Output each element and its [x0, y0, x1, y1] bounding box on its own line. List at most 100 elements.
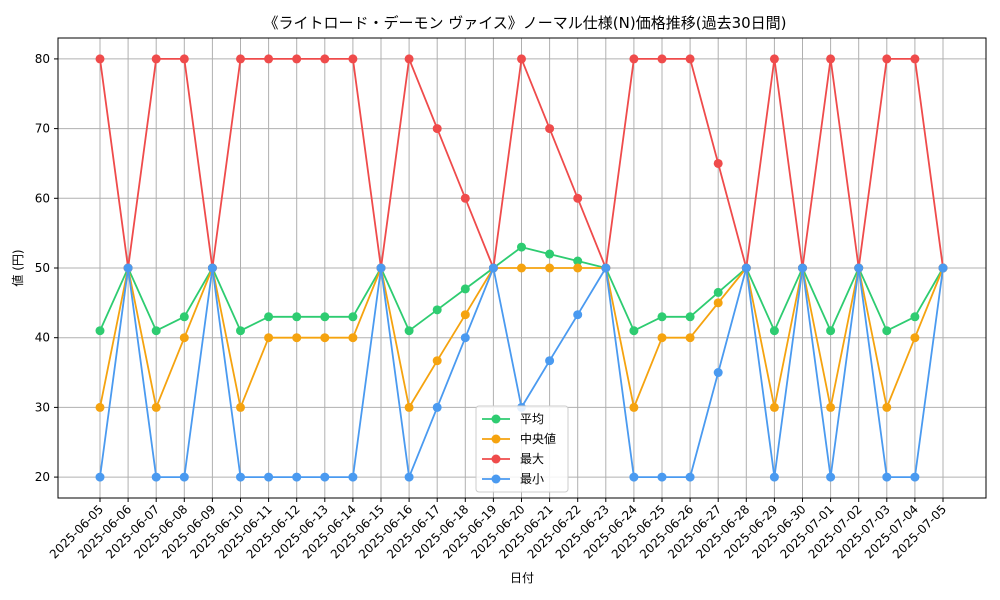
y-tick-label: 70	[35, 122, 50, 136]
data-point	[432, 402, 442, 412]
series-layer	[95, 54, 948, 482]
data-point	[713, 158, 723, 168]
data-point	[545, 124, 555, 134]
y-tick-label: 30	[35, 400, 50, 414]
data-point	[938, 263, 948, 273]
legend-marker	[491, 434, 501, 444]
data-point	[404, 54, 414, 64]
data-point	[741, 263, 751, 273]
data-point	[769, 54, 779, 64]
data-point	[882, 54, 892, 64]
data-point	[657, 472, 667, 482]
data-point	[292, 333, 302, 343]
y-tick-label: 50	[35, 261, 50, 275]
data-point	[713, 298, 723, 308]
y-axis-label: 値 (円)	[10, 249, 25, 286]
data-point	[657, 312, 667, 322]
data-point	[488, 263, 498, 273]
data-point	[151, 402, 161, 412]
data-point	[179, 472, 189, 482]
y-tick-label: 80	[35, 52, 50, 66]
data-point	[123, 263, 133, 273]
data-point	[236, 402, 245, 412]
data-point	[910, 312, 920, 322]
x-axis: 2025-06-052025-06-062025-06-072025-06-08…	[47, 498, 949, 561]
data-point	[769, 472, 779, 482]
data-point	[264, 54, 274, 64]
data-point	[460, 333, 470, 343]
data-point	[179, 333, 189, 343]
data-point	[826, 402, 836, 412]
data-point	[573, 193, 583, 203]
data-point	[404, 472, 414, 482]
data-point	[292, 472, 302, 482]
data-point	[769, 402, 779, 412]
data-point	[629, 326, 639, 336]
y-axis: 20 30 40 50 60 70 80	[35, 52, 58, 484]
data-point	[713, 287, 723, 297]
data-point	[264, 333, 274, 343]
data-point	[292, 312, 302, 322]
data-point	[798, 263, 807, 273]
data-point	[657, 333, 667, 343]
data-point	[545, 249, 555, 259]
data-point	[685, 54, 695, 64]
x-axis-label: 日付	[510, 571, 534, 585]
legend-marker	[491, 414, 501, 424]
data-point	[404, 326, 414, 336]
data-point	[769, 326, 779, 336]
data-point	[460, 310, 470, 320]
data-point	[882, 402, 892, 412]
data-point	[910, 333, 920, 343]
data-point	[545, 356, 555, 366]
data-point	[151, 326, 161, 336]
data-point	[460, 193, 470, 203]
data-point	[882, 326, 892, 336]
data-point	[151, 472, 161, 482]
data-point	[910, 472, 920, 482]
data-point	[432, 356, 442, 366]
data-point	[629, 472, 639, 482]
data-point	[236, 472, 245, 482]
y-tick-label: 20	[35, 470, 50, 484]
data-point	[713, 368, 723, 378]
data-point	[629, 54, 639, 64]
data-point	[292, 54, 302, 64]
data-point	[657, 54, 667, 64]
data-point	[517, 263, 526, 273]
data-point	[236, 54, 245, 64]
legend-marker	[491, 454, 501, 464]
chart-title: 《ライトロード・デーモン ヴァイス》ノーマル仕様(N)価格推移(過去30日間)	[263, 14, 786, 32]
data-point	[320, 54, 330, 64]
legend-label: 平均	[520, 412, 544, 426]
data-point	[236, 326, 245, 336]
data-point	[320, 472, 330, 482]
data-point	[854, 263, 864, 273]
data-point	[348, 54, 358, 64]
data-point	[179, 54, 189, 64]
data-point	[573, 256, 583, 266]
data-point	[601, 263, 611, 273]
data-point	[376, 263, 386, 273]
data-point	[432, 305, 442, 315]
data-point	[826, 472, 836, 482]
data-point	[95, 402, 105, 412]
data-point	[432, 124, 442, 134]
data-point	[826, 54, 836, 64]
legend-marker	[491, 474, 501, 484]
data-point	[95, 472, 105, 482]
data-point	[207, 263, 217, 273]
data-point	[910, 54, 920, 64]
data-point	[179, 312, 189, 322]
legend-box	[475, 405, 569, 493]
data-point	[685, 472, 695, 482]
data-point	[685, 312, 695, 322]
data-point	[629, 402, 639, 412]
y-tick-label: 40	[35, 331, 50, 345]
y-tick-label: 60	[35, 191, 50, 205]
data-point	[882, 472, 892, 482]
data-point	[348, 472, 358, 482]
data-point	[320, 312, 330, 322]
